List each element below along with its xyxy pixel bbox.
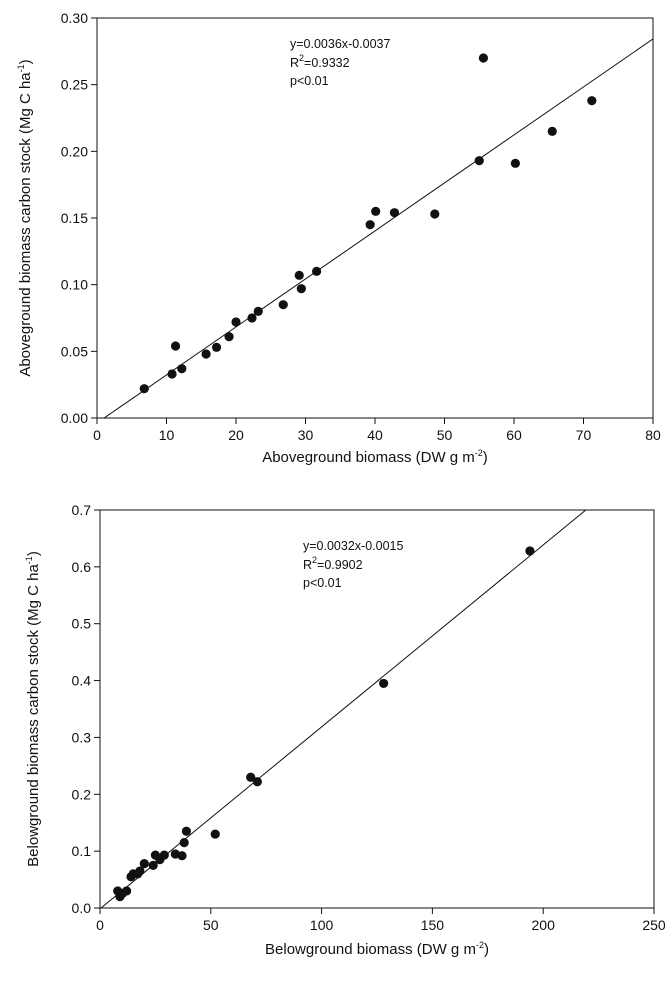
- data-point: [246, 772, 256, 782]
- x-tick-label: 40: [367, 427, 383, 443]
- x-tick-label: 200: [532, 917, 556, 933]
- x-tick-label: 80: [645, 427, 661, 443]
- x-tick-label: 250: [642, 917, 666, 933]
- x-tick-label: 100: [310, 917, 334, 933]
- x-tick-label: 0: [96, 917, 104, 933]
- data-point: [231, 317, 241, 327]
- panel-aboveground: 0 10 20 30 40 50 60 70 80 0.00 0.05 0.10 0.15 0.20 0.2…: [16, 10, 661, 466]
- y-tick-label: 0.4: [72, 673, 92, 689]
- regression-line: [100, 510, 587, 908]
- data-point: [296, 284, 306, 294]
- p-value: p<0.01: [303, 576, 342, 590]
- y-tick-label: 0.7: [72, 502, 92, 518]
- y-tick-label: 0.5: [72, 616, 92, 632]
- data-point: [547, 126, 557, 136]
- data-point: [430, 209, 440, 219]
- x-tick-label: 70: [576, 427, 592, 443]
- x-axis-label: Belowground biomass (DW g m-2): [265, 940, 489, 958]
- x-tick-label: 150: [421, 917, 445, 933]
- data-point: [167, 369, 177, 379]
- data-point: [247, 313, 257, 323]
- r-squared: R2=0.9332: [290, 53, 350, 70]
- data-point: [525, 546, 535, 556]
- y-tick-label: 0.30: [61, 10, 88, 26]
- data-point: [159, 850, 169, 860]
- data-point: [210, 829, 220, 839]
- regression-equation: y=0.0032x-0.0015: [303, 539, 403, 553]
- p-value: p<0.01: [290, 74, 329, 88]
- x-tick-label: 10: [159, 427, 175, 443]
- y-tick-label: 0.0: [72, 900, 92, 916]
- y-tick-label: 0.15: [61, 210, 88, 226]
- r-squared: R2=0.9902: [303, 555, 363, 572]
- y-tick-label: 0.2: [72, 786, 92, 802]
- x-tick-label: 50: [437, 427, 453, 443]
- plot-frame: [99, 509, 655, 909]
- data-point: [253, 306, 263, 316]
- y-tick-label: 0.25: [61, 77, 88, 93]
- data-point: [135, 866, 145, 876]
- x-tick-label: 20: [228, 427, 244, 443]
- x-axis-label: Aboveground biomass (DW g m-2): [262, 448, 488, 466]
- data-point: [201, 349, 211, 359]
- data-point: [177, 364, 187, 374]
- data-point: [379, 678, 389, 689]
- data-point: [587, 96, 597, 106]
- data-point: [179, 838, 189, 848]
- data-point: [478, 53, 489, 63]
- data-point: [148, 860, 158, 870]
- data-point: [224, 332, 234, 342]
- y-tick-label: 0.6: [72, 559, 92, 575]
- data-point: [177, 851, 187, 861]
- y-tick-label: 0.3: [72, 729, 92, 745]
- regression-equation: y=0.0036x-0.0037: [290, 37, 390, 51]
- x-tick-label: 60: [506, 427, 522, 443]
- y-tick-label: 0.1: [72, 843, 92, 859]
- data-point: [170, 341, 181, 351]
- data-point: [121, 886, 132, 896]
- x-tick-label: 0: [93, 427, 101, 443]
- panel-belowground: 0 50 100 150 200 250 0.0 0.1 0.2 0.3 0.4 0.5 0.6 0.7 y…: [24, 502, 666, 958]
- y-axis-label: Aboveground biomass carbon stock (Mg C h…: [16, 59, 34, 376]
- data-point: [365, 220, 375, 230]
- y-tick-label: 0.10: [61, 277, 88, 293]
- y-tick-label: 0.20: [61, 143, 88, 159]
- regression-line: [103, 38, 653, 418]
- data-point: [474, 156, 484, 166]
- data-point: [389, 208, 400, 218]
- data-point: [139, 384, 149, 394]
- data-point: [181, 826, 192, 836]
- data-point: [510, 158, 520, 168]
- x-tick-label: 30: [298, 427, 314, 443]
- data-point: [252, 777, 262, 787]
- data-point: [211, 342, 222, 352]
- data-point: [278, 300, 288, 310]
- data-point: [294, 270, 304, 280]
- data-point: [371, 206, 381, 216]
- x-tick-label: 50: [203, 917, 219, 933]
- y-tick-label: 0.00: [61, 410, 88, 426]
- data-point: [312, 266, 322, 276]
- y-axis-label: Belowground biomass carbon stock (Mg C h…: [24, 551, 42, 867]
- y-tick-label: 0.05: [61, 343, 88, 359]
- data-point: [139, 859, 149, 869]
